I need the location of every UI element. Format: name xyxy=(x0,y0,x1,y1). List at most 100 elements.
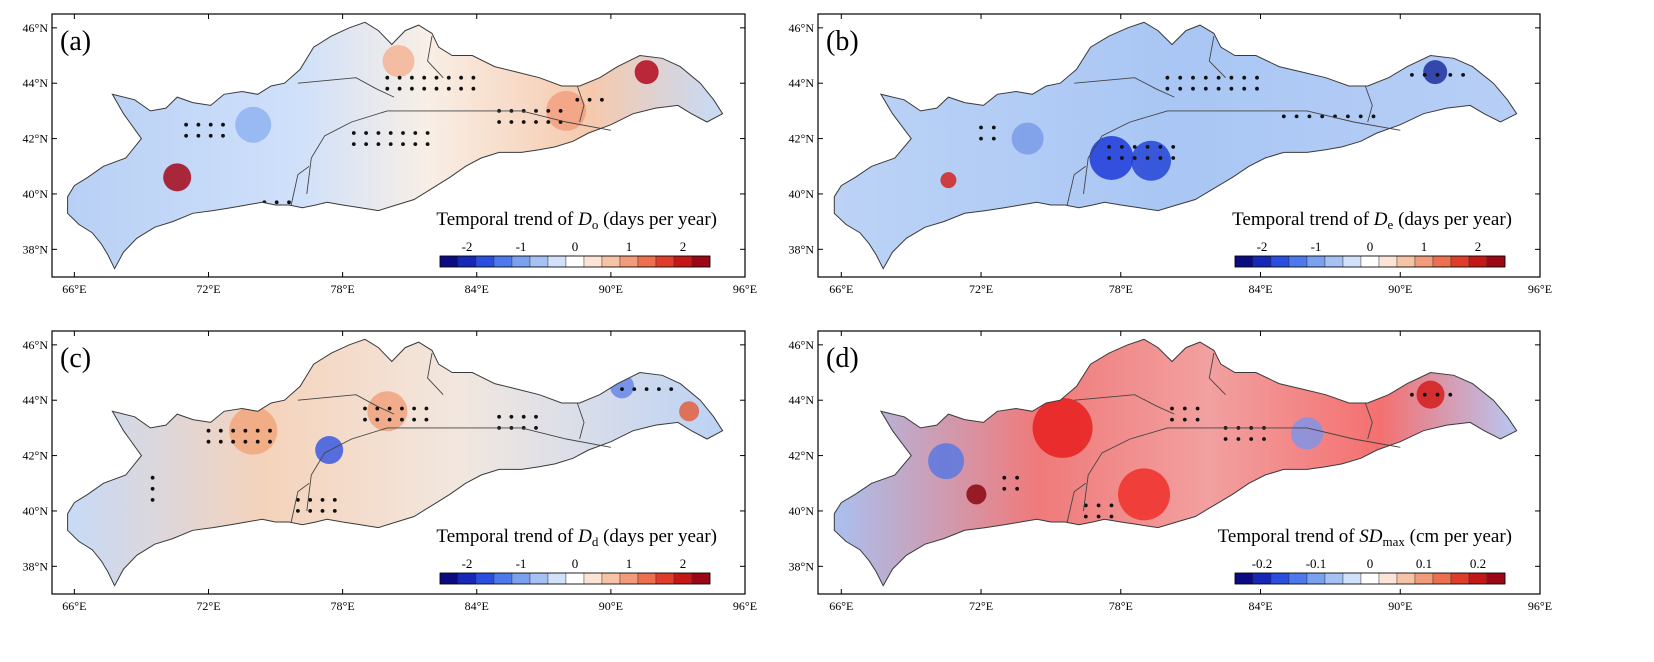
region-outline xyxy=(833,338,1518,587)
significance-dot xyxy=(206,428,211,433)
colorbar-swatch xyxy=(457,255,477,268)
legend-variable: D xyxy=(577,209,592,230)
lon-tick-label: 84°E xyxy=(1248,599,1272,613)
significance-dot xyxy=(534,426,538,430)
significance-dot xyxy=(979,125,983,130)
significance-dot xyxy=(669,387,674,391)
lat-tick-label: 44°N xyxy=(23,76,49,90)
significance-dot xyxy=(1096,514,1101,519)
significance-dot xyxy=(400,406,404,411)
significance-dot xyxy=(1435,392,1440,397)
colorbar-swatch xyxy=(529,255,549,268)
significance-dot xyxy=(1171,156,1176,160)
significance-dot xyxy=(364,131,368,135)
legend-variable: D xyxy=(1373,209,1388,230)
colorbar-tick-label: -1 xyxy=(1311,239,1322,254)
significance-dot xyxy=(376,131,381,135)
significance-dot xyxy=(274,200,279,205)
colorbar-swatch xyxy=(1378,572,1398,585)
significance-dot xyxy=(221,133,225,138)
trend-hotspot xyxy=(1423,60,1448,85)
colorbar-swatch xyxy=(655,255,675,268)
significance-dot xyxy=(287,200,291,205)
trend-hotspot xyxy=(634,60,659,85)
colorbar-swatch xyxy=(1396,255,1416,268)
significance-dot xyxy=(1015,475,1019,480)
significance-dot xyxy=(401,131,405,135)
significance-dot xyxy=(401,142,405,147)
lon-tick-label: 72°E xyxy=(196,282,220,296)
significance-dot xyxy=(1255,86,1259,91)
trend-hotspot xyxy=(229,406,278,455)
significance-dot xyxy=(1165,75,1170,80)
colorbar-tick-label: 0 xyxy=(572,556,579,571)
colorbar-swatch xyxy=(1324,255,1344,268)
colorbar-swatch xyxy=(1306,255,1326,268)
colorbar-swatch xyxy=(565,572,585,585)
subregion-boundary xyxy=(306,110,611,194)
map-frame xyxy=(51,330,746,595)
significance-dot xyxy=(632,387,637,391)
significance-dot xyxy=(150,498,155,502)
significance-dot xyxy=(1229,86,1234,91)
region-outline xyxy=(67,21,724,270)
significance-dot xyxy=(1178,75,1183,80)
significance-dot xyxy=(385,86,390,91)
subregion-boundary xyxy=(1083,110,1401,194)
legend-subscript: e xyxy=(1388,217,1394,232)
significance-dot xyxy=(243,439,248,444)
lon-tick-label: 84°E xyxy=(465,599,489,613)
colorbar-swatch xyxy=(655,572,675,585)
colorbar-swatch xyxy=(583,255,603,268)
lat-tick-label: 46°N xyxy=(23,21,49,35)
lon-tick-label: 96°E xyxy=(1528,282,1552,296)
significance-dot xyxy=(1307,114,1312,119)
lat-tick-label: 44°N xyxy=(23,393,49,407)
lat-tick-label: 44°N xyxy=(789,76,815,90)
significance-dot xyxy=(1229,75,1234,80)
colorbar-swatch xyxy=(1468,572,1488,585)
significance-dot xyxy=(1120,145,1124,149)
colorbar-tick-label: -1 xyxy=(516,239,527,254)
trend-hotspot xyxy=(940,172,957,189)
trend-hotspots xyxy=(163,45,659,192)
significance-dot xyxy=(979,136,983,141)
map-frame xyxy=(817,13,1541,278)
significance-dot xyxy=(231,428,236,433)
colorbar-swatch xyxy=(1234,572,1254,585)
significance-dot xyxy=(231,439,236,444)
significance-dot xyxy=(422,75,427,80)
significance-dot xyxy=(1410,73,1414,77)
subregion-boundary xyxy=(1364,85,1373,123)
colorbar-frame xyxy=(1234,572,1506,585)
significance-dot xyxy=(459,75,463,80)
colorbar-swatch xyxy=(1360,255,1380,268)
colorbar-swatch xyxy=(1486,255,1506,268)
significance-dot xyxy=(412,417,416,422)
trend-hotspot xyxy=(966,484,987,505)
significance-dot xyxy=(255,428,260,433)
subregion-boundary xyxy=(427,36,444,79)
colorbar-frame xyxy=(439,572,711,585)
significance-dot xyxy=(413,142,418,147)
trend-hotspot xyxy=(1032,397,1093,458)
significance-dot xyxy=(1132,156,1137,160)
significance-dot xyxy=(1120,156,1124,160)
lat-tick-label: 42°N xyxy=(23,132,49,146)
colorbar-swatch xyxy=(1252,572,1272,585)
legend-variable: SD xyxy=(1359,526,1383,547)
lon-tick-label: 78°E xyxy=(1109,599,1133,613)
significance-dots xyxy=(150,387,674,513)
legend-title: Temporal trend of Do (days per year) xyxy=(436,209,717,232)
trend-hotspot xyxy=(1118,468,1171,521)
significance-dot xyxy=(424,406,429,411)
significance-dot xyxy=(1170,406,1174,411)
lat-tick-label: 42°N xyxy=(23,449,49,463)
panel-label: (c) xyxy=(60,343,91,374)
colorbar-swatch xyxy=(637,255,657,268)
lon-tick-label: 90°E xyxy=(1388,282,1412,296)
colorbar-swatch xyxy=(1270,572,1290,585)
significance-dot xyxy=(412,406,416,411)
significance-dot xyxy=(521,414,526,419)
significance-dot xyxy=(1422,73,1427,77)
